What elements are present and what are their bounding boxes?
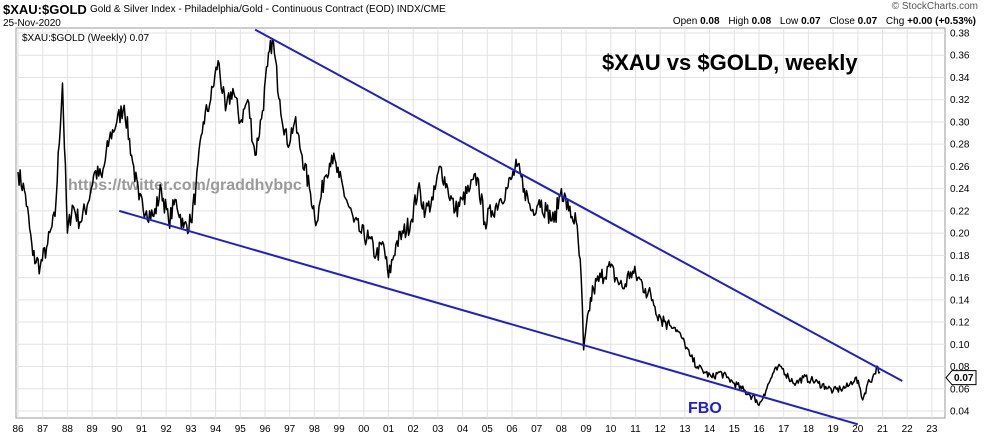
x-tick-label: 92: [161, 424, 173, 435]
x-tick-label: 99: [334, 424, 346, 435]
lower-support-trendline: [118, 209, 859, 426]
high-label: High: [728, 16, 749, 27]
x-tick-label: 07: [531, 424, 543, 435]
x-tick-label: 18: [803, 424, 815, 435]
series-layer: [17, 37, 881, 407]
x-tick-label: 13: [679, 424, 691, 435]
y-tick-label: 0.36: [950, 51, 970, 62]
watermark-url: https://twitter.com/graddhybpc: [68, 177, 302, 194]
x-tick-label: 19: [828, 424, 840, 435]
y-tick-label: 0.24: [950, 184, 970, 195]
trend-layer: [118, 28, 903, 426]
price-series-line: [17, 37, 881, 407]
close-label: Close: [829, 16, 855, 27]
grid-layer: [16, 28, 945, 418]
x-tick-label: 23: [926, 424, 938, 435]
x-tick-label: 14: [704, 424, 716, 435]
last-value-marker: [945, 370, 977, 386]
chart-date: 25-Nov-2020: [3, 18, 61, 29]
legend-label: $XAU:$GOLD (Weekly) 0.07: [22, 33, 150, 44]
open-label: Open: [672, 16, 698, 27]
x-tick-label: 08: [556, 424, 568, 435]
symbol-title: $XAU:$GOLD: [3, 2, 87, 17]
y-tick-label: 0.08: [950, 362, 970, 373]
x-tick-label: 00: [358, 424, 370, 435]
y-tick-label: 0.16: [950, 273, 970, 284]
x-tick-label: 88: [62, 424, 74, 435]
last-value-tag: 0.07: [945, 370, 977, 386]
x-tick-label: 97: [284, 424, 296, 435]
x-tick-label: 93: [185, 424, 197, 435]
axis-layer: 0.04 0.06 0.08 0.10 0.12 0.14 0.16 0.18 0.20 0.22…: [12, 29, 969, 436]
y-tick-label: 0.10: [950, 340, 970, 351]
fbo-annotation: FBO: [688, 400, 722, 417]
y-tick-label: 0.14: [950, 295, 970, 306]
x-tick-label: 16: [753, 424, 765, 435]
open-value: 0.08: [700, 16, 720, 27]
x-tick-label: 12: [655, 424, 667, 435]
x-tick-label: 22: [902, 424, 914, 435]
y-tick-label: 0.34: [950, 73, 970, 84]
y-tick-label: 0.30: [950, 117, 970, 128]
high-value: 0.08: [751, 16, 772, 27]
x-tick-label: 03: [432, 424, 444, 435]
y-tick-label: 0.22: [950, 206, 970, 217]
x-tick-label: 11: [630, 424, 641, 435]
x-tick-label: 89: [87, 424, 99, 435]
y-tick-label: 0.04: [950, 407, 970, 418]
upper-resistance-trendline: [254, 28, 903, 382]
x-tick-label: 87: [37, 424, 49, 435]
y-tick-label: 0.26: [950, 162, 970, 173]
x-tick-label: 04: [457, 424, 469, 435]
x-tick-label: 05: [482, 424, 494, 435]
ohlc-readout: Open 0.08 High 0.08 Low 0.07 Close 0.07 …: [667, 17, 976, 27]
chart-title: $XAU vs $GOLD, weekly: [602, 50, 858, 75]
y-tick-label: 0.18: [950, 251, 970, 262]
y-tick-label: 0.38: [950, 29, 970, 40]
text-layer: $XAU:$GOLD (Weekly) 0.07 $XAU vs $GOLD, …: [22, 33, 858, 417]
x-tick-label: 10: [605, 424, 617, 435]
y-tick-label: 0.28: [950, 140, 970, 151]
x-tick-label: 15: [729, 424, 741, 435]
plot-frame: [15, 27, 946, 419]
y-tick-label: 0.32: [950, 95, 970, 106]
y-tick-label: 0.06: [950, 384, 970, 395]
x-tick-label: 17: [778, 424, 790, 435]
low-label: Low: [779, 16, 799, 27]
chg-value: +0.00 (+0.53%): [907, 16, 976, 27]
x-tick-label: 01: [383, 424, 395, 435]
x-tick-label: 21: [877, 424, 889, 435]
x-tick-label: 90: [111, 424, 123, 435]
chg-label: Chg: [885, 16, 905, 27]
x-tick-label: 86: [12, 424, 24, 435]
x-tick-label: 95: [235, 424, 247, 435]
x-tick-label: 09: [581, 424, 593, 435]
y-tick-label: 0.12: [950, 318, 970, 329]
x-tick-label: 20: [852, 424, 864, 435]
low-value: 0.07: [801, 16, 821, 27]
series-description: Gold & Silver Index - Philadelphia/Gold …: [90, 4, 446, 15]
x-tick-label: 06: [506, 424, 518, 435]
last-value-label: 0.07: [954, 373, 974, 384]
x-tick-label: 96: [259, 424, 271, 435]
close-value: 0.07: [857, 16, 878, 27]
x-tick-label: 91: [136, 424, 148, 435]
brand-watermark: © StockCharts.com: [891, 1, 978, 12]
y-tick-label: 0.20: [950, 229, 970, 240]
x-tick-label: 98: [309, 424, 321, 435]
x-tick-label: 94: [210, 424, 222, 435]
x-tick-label: 02: [408, 424, 420, 435]
